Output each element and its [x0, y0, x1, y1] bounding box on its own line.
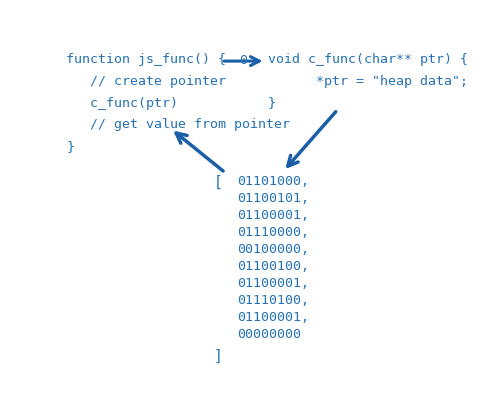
Text: }: } [268, 96, 276, 110]
Text: void c_func(char** ptr) {: void c_func(char** ptr) { [268, 53, 468, 66]
Text: // create pointer: // create pointer [66, 75, 226, 88]
Text: 01100001,: 01100001, [237, 310, 309, 324]
Text: ]: ] [214, 348, 222, 363]
Text: 01110100,: 01110100, [237, 294, 309, 307]
Text: }: } [66, 140, 74, 153]
Text: 01110000,: 01110000, [237, 226, 309, 239]
Text: 00000000: 00000000 [237, 328, 301, 340]
Text: 01100101,: 01100101, [237, 192, 309, 205]
Text: 01100100,: 01100100, [237, 260, 309, 273]
Text: function js_func() {: function js_func() { [66, 53, 226, 66]
Text: 0: 0 [239, 54, 247, 67]
Text: 01100001,: 01100001, [237, 277, 309, 290]
Text: 01101000,: 01101000, [237, 175, 309, 188]
Text: // get value from pointer: // get value from pointer [66, 118, 290, 131]
Text: *ptr = "heap data";: *ptr = "heap data"; [268, 75, 468, 88]
Text: 01100001,: 01100001, [237, 209, 309, 222]
Text: [: [ [214, 175, 222, 190]
Text: c_func(ptr): c_func(ptr) [66, 96, 178, 110]
Text: 00100000,: 00100000, [237, 243, 309, 256]
